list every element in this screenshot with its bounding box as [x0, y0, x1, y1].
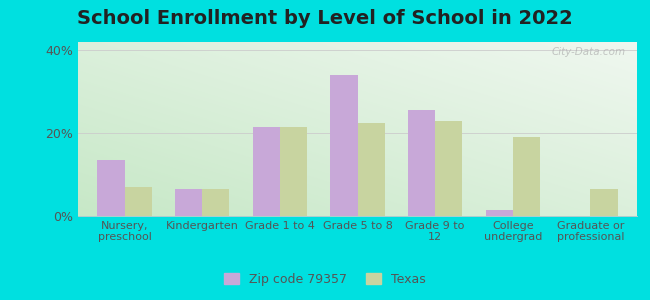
Bar	[486, 210, 513, 216]
Bar	[330, 75, 358, 216]
Bar	[280, 127, 307, 216]
Text: School Enrollment by Level of School in 2022: School Enrollment by Level of School in …	[77, 9, 573, 28]
Bar	[408, 110, 435, 216]
Text: City-Data.com: City-Data.com	[552, 47, 626, 57]
Bar	[590, 189, 618, 216]
Bar	[358, 123, 385, 216]
Bar	[253, 127, 280, 216]
Bar	[202, 189, 229, 216]
Legend: Zip code 79357, Texas: Zip code 79357, Texas	[219, 268, 431, 291]
Bar	[125, 187, 151, 216]
Bar	[513, 137, 540, 216]
Bar	[98, 160, 125, 216]
Bar	[435, 121, 462, 216]
Bar	[175, 189, 202, 216]
